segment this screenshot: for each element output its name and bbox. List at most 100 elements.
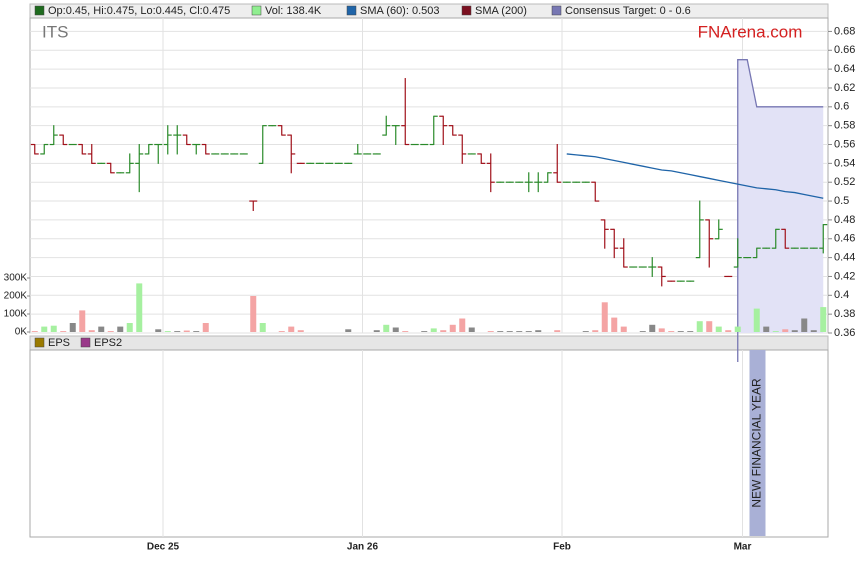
volume-bar [98, 326, 105, 332]
legend-swatch [34, 337, 45, 348]
price-panel [29, 17, 829, 334]
volume-bar [250, 296, 257, 332]
volume-bar [763, 326, 770, 332]
annotation-box [749, 350, 766, 536]
eps-panel [29, 349, 829, 538]
consensus-area [737, 59, 824, 334]
legend-swatch [346, 5, 357, 16]
volume-bar [687, 331, 694, 332]
volume-bar [592, 330, 599, 332]
volume-bar [278, 331, 285, 332]
sma-line [566, 153, 824, 199]
volume-bar [611, 317, 618, 332]
legend-swatch [80, 337, 91, 348]
y-tick-label: 0.44 [834, 252, 855, 264]
volume-bar [155, 329, 162, 332]
y-tick-label: 0.56 [834, 138, 855, 150]
legend-swatch [251, 5, 262, 16]
y-tick-label: 0.64 [834, 63, 855, 75]
volume-bar [677, 331, 684, 332]
volume-bar [601, 302, 608, 332]
volume-bar [820, 307, 827, 332]
eps-legend-bar [29, 335, 829, 351]
y-tick-label: 0.58 [834, 120, 855, 132]
y-tick-label: 0.5 [834, 195, 849, 207]
volume-bar [88, 330, 95, 332]
volume-bar [383, 324, 390, 332]
volume-bar [772, 331, 779, 332]
y-tick-label: 0.62 [834, 82, 855, 94]
volume-bar [525, 331, 532, 332]
volume-bar [202, 323, 209, 332]
volume-bar [810, 330, 817, 332]
legend-label: EPS [48, 337, 70, 349]
volume-bar [782, 329, 789, 332]
y-tick-label: 0.6 [834, 101, 849, 113]
volume-bar [696, 321, 703, 332]
y-tick-label: 0.52 [834, 176, 855, 188]
legend-swatch [34, 5, 45, 16]
legend-label: Vol: 138.4K [265, 5, 322, 17]
volume-bar [117, 326, 124, 332]
volume-bar [668, 331, 675, 332]
volume-bar [459, 318, 466, 332]
volume-bar [554, 330, 561, 332]
volume-bar [620, 326, 627, 332]
volume-tick-label: 100K [4, 309, 28, 320]
volume-bar [639, 331, 646, 332]
y-tick-label: 0.66 [834, 44, 855, 56]
volume-bar [373, 330, 380, 332]
volume-bar [487, 331, 494, 332]
y-tick-label: 0.42 [834, 270, 855, 282]
legend-label: Consensus Target: 0 - 0.6 [565, 5, 691, 17]
volume-tick-label: 0K [15, 327, 28, 338]
volume-bar [41, 326, 48, 332]
brand: FNArena.com [698, 22, 803, 41]
volume-bar [126, 323, 133, 332]
volume-bar [174, 331, 181, 332]
volume-bar [345, 329, 352, 332]
volume-bar [193, 331, 200, 332]
volume-bar [649, 324, 656, 332]
x-tick-label: Dec 25 [147, 542, 180, 553]
legend-swatch [551, 5, 562, 16]
y-tick-label: 0.68 [834, 25, 855, 37]
volume-bar [50, 325, 57, 332]
volume-bar [440, 330, 447, 332]
annotation: NEW FINANCIAL YEAR [750, 378, 764, 508]
legend-label: SMA (200) [475, 5, 527, 17]
volume-bar [734, 326, 741, 332]
legend-label: EPS2 [94, 337, 122, 349]
grid [30, 18, 828, 537]
volume-bar [468, 327, 475, 332]
volume-bar [801, 318, 808, 332]
y-tick-label: 0.46 [834, 233, 855, 245]
chart-title: ITS [42, 22, 68, 41]
volume-bar [715, 326, 722, 332]
volume-bar [79, 310, 86, 332]
x-tick-label: Feb [553, 542, 571, 553]
volume-bar [297, 330, 304, 332]
volume-bar [421, 331, 428, 332]
volume-bar [658, 328, 665, 332]
volume-bar [449, 324, 456, 332]
volume-bar [402, 331, 409, 332]
volume-bar [136, 283, 143, 332]
y-tick-label: 0.54 [834, 157, 855, 169]
volume-bar [535, 330, 542, 332]
volume-bar [497, 331, 504, 332]
volume-bar [725, 330, 732, 332]
y-tick-label: 0.48 [834, 214, 855, 226]
volume-bar [288, 326, 295, 332]
volume-tick-label: 200K [4, 291, 28, 302]
volume-bar [753, 308, 760, 332]
x-tick-label: Jan 26 [347, 542, 379, 553]
volume-bar [164, 331, 171, 332]
y-tick-label: 0.36 [834, 327, 855, 339]
volume-bar [430, 328, 437, 332]
y-tick-label: 0.4 [834, 289, 849, 301]
volume-bar [183, 330, 190, 332]
volume-bar [31, 331, 38, 332]
legend-label: Op:0.45, Hi:0.475, Lo:0.445, Cl:0.475 [48, 5, 230, 17]
